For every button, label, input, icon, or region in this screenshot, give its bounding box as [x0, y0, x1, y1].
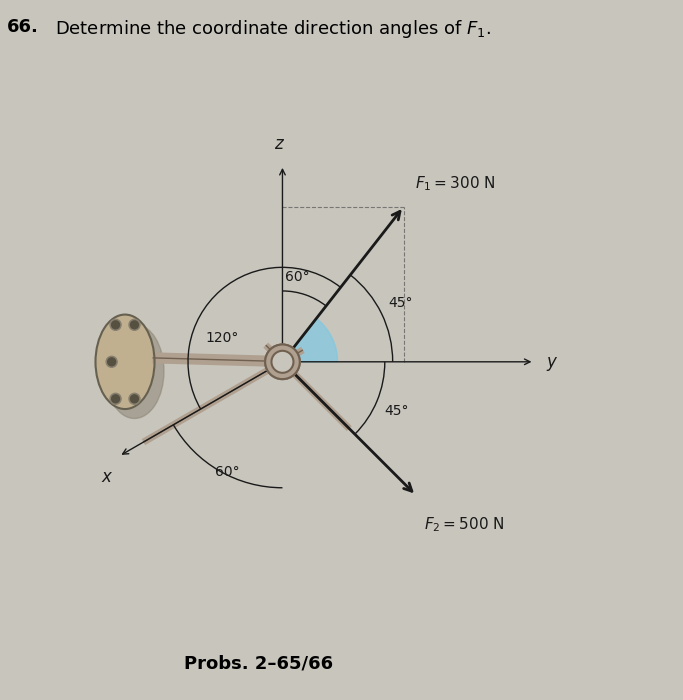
Text: 60°: 60°: [285, 270, 309, 284]
Wedge shape: [283, 318, 337, 362]
Circle shape: [265, 344, 300, 379]
Text: $F_1 = 300$ N: $F_1 = 300$ N: [415, 174, 496, 192]
Circle shape: [130, 321, 139, 329]
Circle shape: [129, 393, 140, 405]
Text: 45°: 45°: [385, 404, 409, 418]
Text: y: y: [546, 353, 556, 371]
Circle shape: [108, 358, 115, 365]
Ellipse shape: [105, 324, 164, 419]
Ellipse shape: [96, 314, 154, 409]
Text: 66.: 66.: [7, 18, 39, 36]
Circle shape: [265, 344, 300, 379]
Text: 120°: 120°: [206, 331, 239, 345]
Text: z: z: [274, 135, 283, 153]
Circle shape: [111, 321, 120, 329]
Text: x: x: [101, 468, 111, 486]
Circle shape: [111, 395, 120, 402]
Circle shape: [110, 319, 121, 330]
Text: 60°: 60°: [215, 465, 240, 479]
Text: 45°: 45°: [389, 296, 413, 310]
Circle shape: [271, 351, 294, 373]
Circle shape: [110, 393, 121, 405]
Circle shape: [271, 351, 294, 373]
Text: $F_2 = 500$ N: $F_2 = 500$ N: [424, 515, 505, 534]
Circle shape: [129, 319, 140, 330]
Circle shape: [130, 395, 139, 402]
Text: Probs. 2–65/66: Probs. 2–65/66: [184, 654, 333, 672]
Text: Determine the coordinate direction angles of $F_1$.: Determine the coordinate direction angle…: [55, 18, 491, 39]
Circle shape: [106, 356, 117, 368]
